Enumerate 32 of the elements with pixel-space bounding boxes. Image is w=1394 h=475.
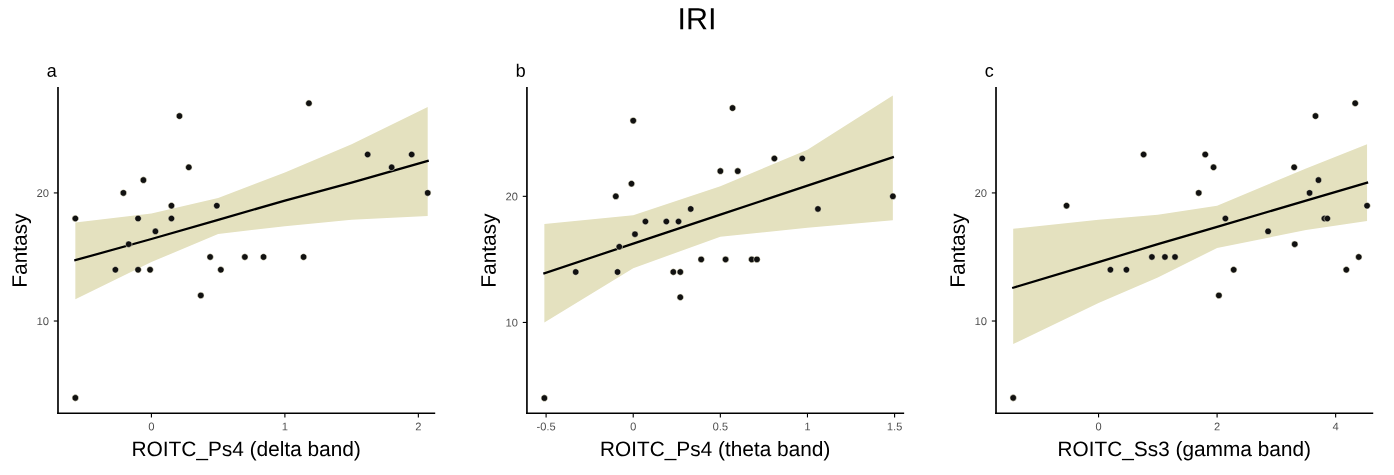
chart-title: b [516, 63, 525, 77]
y-axis-title: Fantasy [950, 213, 970, 286]
x-tick-label: 2 [1214, 422, 1220, 431]
line-series [543, 156, 894, 275]
text: IRI [680, 8, 714, 30]
line-series [1012, 181, 1369, 289]
y-axis-title: Fantasy [12, 213, 32, 286]
point [71, 215, 79, 223]
chart-title: c [985, 67, 994, 77]
x-tick-label: 1 [805, 422, 811, 431]
line-series [74, 159, 429, 262]
y-tick-label: 20 [975, 189, 987, 198]
y-tick-label: 10 [975, 317, 987, 326]
y-tick-label: 10 [506, 318, 518, 327]
chart-title: a [47, 67, 57, 77]
x-axis-title: ROITC_Ps4 (theta band) [601, 440, 830, 461]
x-tick-label: 0 [1095, 422, 1102, 431]
x-tick-label: -0.5 [537, 422, 556, 431]
point [364, 150, 372, 159]
x-tick-label: 2 [415, 422, 421, 431]
x-axis-title: ROITC_Ps4 (delta band) [133, 440, 360, 461]
y-tick-label: 20 [506, 192, 518, 201]
x-tick-label: 0.5 [713, 422, 728, 431]
x-tick-label: 1 [282, 422, 288, 431]
y-tick-label: 10 [37, 317, 49, 326]
x-axis-title: ROITC_Ss3 (gamma band) [1059, 440, 1310, 461]
x-tick-label: 1.5 [887, 422, 902, 431]
y-axis-title: Fantasy [481, 213, 500, 286]
y-tick-label: 20 [37, 189, 49, 198]
x-tick-label: 4 [1332, 422, 1339, 431]
x-tick-label: 0 [148, 422, 155, 431]
x-tick-label: 0 [630, 422, 636, 431]
